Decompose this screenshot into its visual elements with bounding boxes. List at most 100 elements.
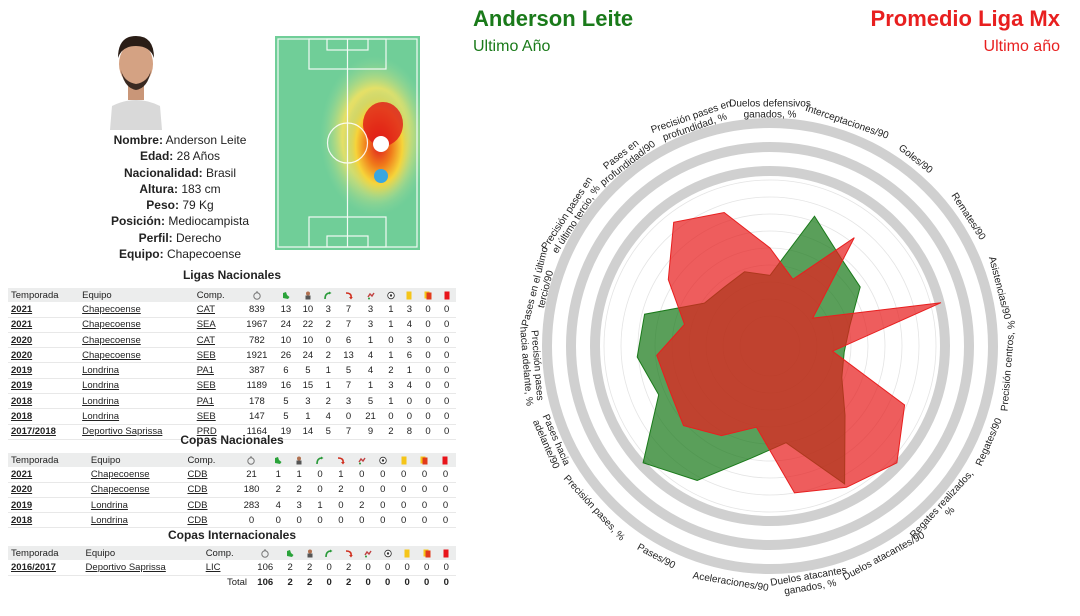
competition-link[interactable]: SEB: [193, 408, 239, 425]
stat-cell: 3: [400, 302, 419, 318]
boot-icon: [286, 548, 294, 559]
season-link[interactable]: 2021: [8, 317, 80, 333]
table-row: 2019 Londrina PA1 387 6 5 1 5 4 2 1 0 0: [8, 362, 456, 379]
column-header: [319, 288, 338, 302]
stat-cell: 0: [437, 378, 456, 395]
stat-cell: 0: [437, 317, 456, 333]
stat-cell: 1164: [238, 424, 275, 440]
stat-cell: 6: [337, 332, 360, 349]
season-link[interactable]: 2019: [8, 378, 80, 395]
season-link[interactable]: 2016/2017: [8, 560, 83, 576]
competition-link[interactable]: CAT: [193, 332, 239, 349]
column-header: [417, 546, 437, 560]
team-link[interactable]: Londrina: [87, 497, 185, 514]
radar-band: [566, 142, 974, 550]
stat-cell: 0: [372, 482, 394, 498]
stat-cell: 6: [400, 347, 419, 364]
competition-link[interactable]: PA1: [193, 393, 239, 410]
stat-cell: 0: [414, 482, 435, 498]
column-header: Equipo: [82, 289, 112, 301]
team-link[interactable]: Chapecoense: [87, 482, 185, 498]
stat-cell: 8: [400, 424, 419, 440]
season-link[interactable]: 2020: [8, 482, 88, 498]
season-link[interactable]: 2021: [8, 302, 80, 318]
team-link[interactable]: Deportivo Saprissa: [79, 424, 194, 440]
cross-arrow-icon: [345, 548, 353, 559]
team-link[interactable]: Deportivo Saprissa: [82, 560, 203, 576]
season-link[interactable]: 2018: [8, 393, 80, 410]
player-icon: [304, 290, 312, 301]
heatmap-secondary-marker: [374, 169, 388, 183]
team-link[interactable]: Chapecoense: [87, 467, 185, 483]
competition-link[interactable]: CAT: [193, 302, 239, 318]
column-header: Equipo: [85, 547, 116, 559]
season-link[interactable]: 2020: [8, 332, 80, 349]
stat-cell: 7: [337, 317, 360, 333]
stat-cell: 0: [393, 497, 415, 514]
boot-icon: [282, 290, 290, 301]
team-link[interactable]: Chapecoense: [79, 317, 194, 333]
season-link[interactable]: 2019: [8, 362, 80, 379]
competition-link[interactable]: CDB: [184, 512, 236, 529]
team-link[interactable]: Chapecoense: [79, 302, 194, 318]
table-row: 2019 Londrina CDB 283 4 3 1 0 2 0 0 0 0: [8, 497, 456, 514]
stat-cell: 0: [416, 560, 437, 576]
competition-link[interactable]: CDB: [184, 482, 236, 498]
column-header: [435, 453, 456, 467]
heatmap-average-marker: [373, 136, 389, 152]
stat-cell: 2: [338, 560, 359, 576]
competition-link[interactable]: SEB: [193, 347, 239, 364]
season-link[interactable]: 2018: [8, 512, 88, 529]
yellow-card-icon: [400, 455, 408, 466]
competition-link[interactable]: SEB: [193, 378, 239, 395]
column-header: [289, 453, 310, 467]
stat-cell: 4: [400, 317, 419, 333]
stat-cell: 0: [358, 560, 378, 576]
stat-cell: 4: [359, 362, 382, 379]
table-row: 2020 Chapecoense CAT 782 10 10 0 6 1 0 3 0 0: [8, 332, 456, 349]
competition-link[interactable]: PA1: [193, 362, 239, 379]
competition-link[interactable]: CDB: [184, 497, 236, 514]
stat-cell: 0: [381, 408, 401, 425]
team-link[interactable]: Chapecoense: [79, 347, 194, 364]
stat-cell: 19: [274, 424, 297, 440]
stat-cell: 0: [418, 393, 438, 410]
stat-cell: 147: [238, 408, 275, 425]
column-header: Equipo: [90, 454, 121, 466]
stat-cell: 0: [434, 512, 456, 529]
column-header: [360, 288, 382, 302]
stat-cell: 0: [414, 512, 435, 529]
season-link[interactable]: 2021: [8, 467, 88, 483]
cross-arrow-icon: [337, 455, 345, 466]
season-link[interactable]: 2019: [8, 497, 88, 514]
season-link[interactable]: 2018: [8, 408, 80, 425]
team-link[interactable]: Londrina: [87, 512, 185, 529]
stat-cell: 0: [436, 560, 456, 576]
stat-cell: 0: [393, 467, 415, 483]
column-header: [319, 546, 339, 560]
stat-cell: 1: [267, 467, 289, 483]
stat-cell: 0: [434, 497, 456, 514]
column-header: [275, 288, 297, 302]
competition-link[interactable]: LIC: [202, 560, 251, 576]
stat-cell: 5: [274, 393, 297, 410]
competition-link[interactable]: PRD: [193, 424, 239, 440]
stat-cell: 1: [318, 378, 338, 395]
competition-link[interactable]: CDB: [184, 467, 236, 483]
season-link[interactable]: 2017/2018: [8, 424, 80, 440]
team-link[interactable]: Londrina: [79, 378, 194, 395]
stat-cell: 387: [238, 362, 275, 379]
team-link[interactable]: Chapecoense: [79, 332, 194, 349]
competition-link[interactable]: SEA: [193, 317, 239, 333]
team-link[interactable]: Londrina: [79, 393, 194, 410]
stat-cell: 839: [238, 302, 275, 318]
season-link[interactable]: 2020: [8, 347, 80, 364]
internacionales-table: Temporada Equipo Comp. 2016/2017 Deportivo S…: [8, 546, 456, 590]
stat-cell: 0: [418, 302, 438, 318]
stat-cell: 0: [418, 408, 438, 425]
total-label: Total: [202, 574, 251, 590]
team-link[interactable]: Londrina: [79, 408, 194, 425]
stat-cell: 1967: [238, 317, 275, 333]
team-link[interactable]: Londrina: [79, 362, 194, 379]
